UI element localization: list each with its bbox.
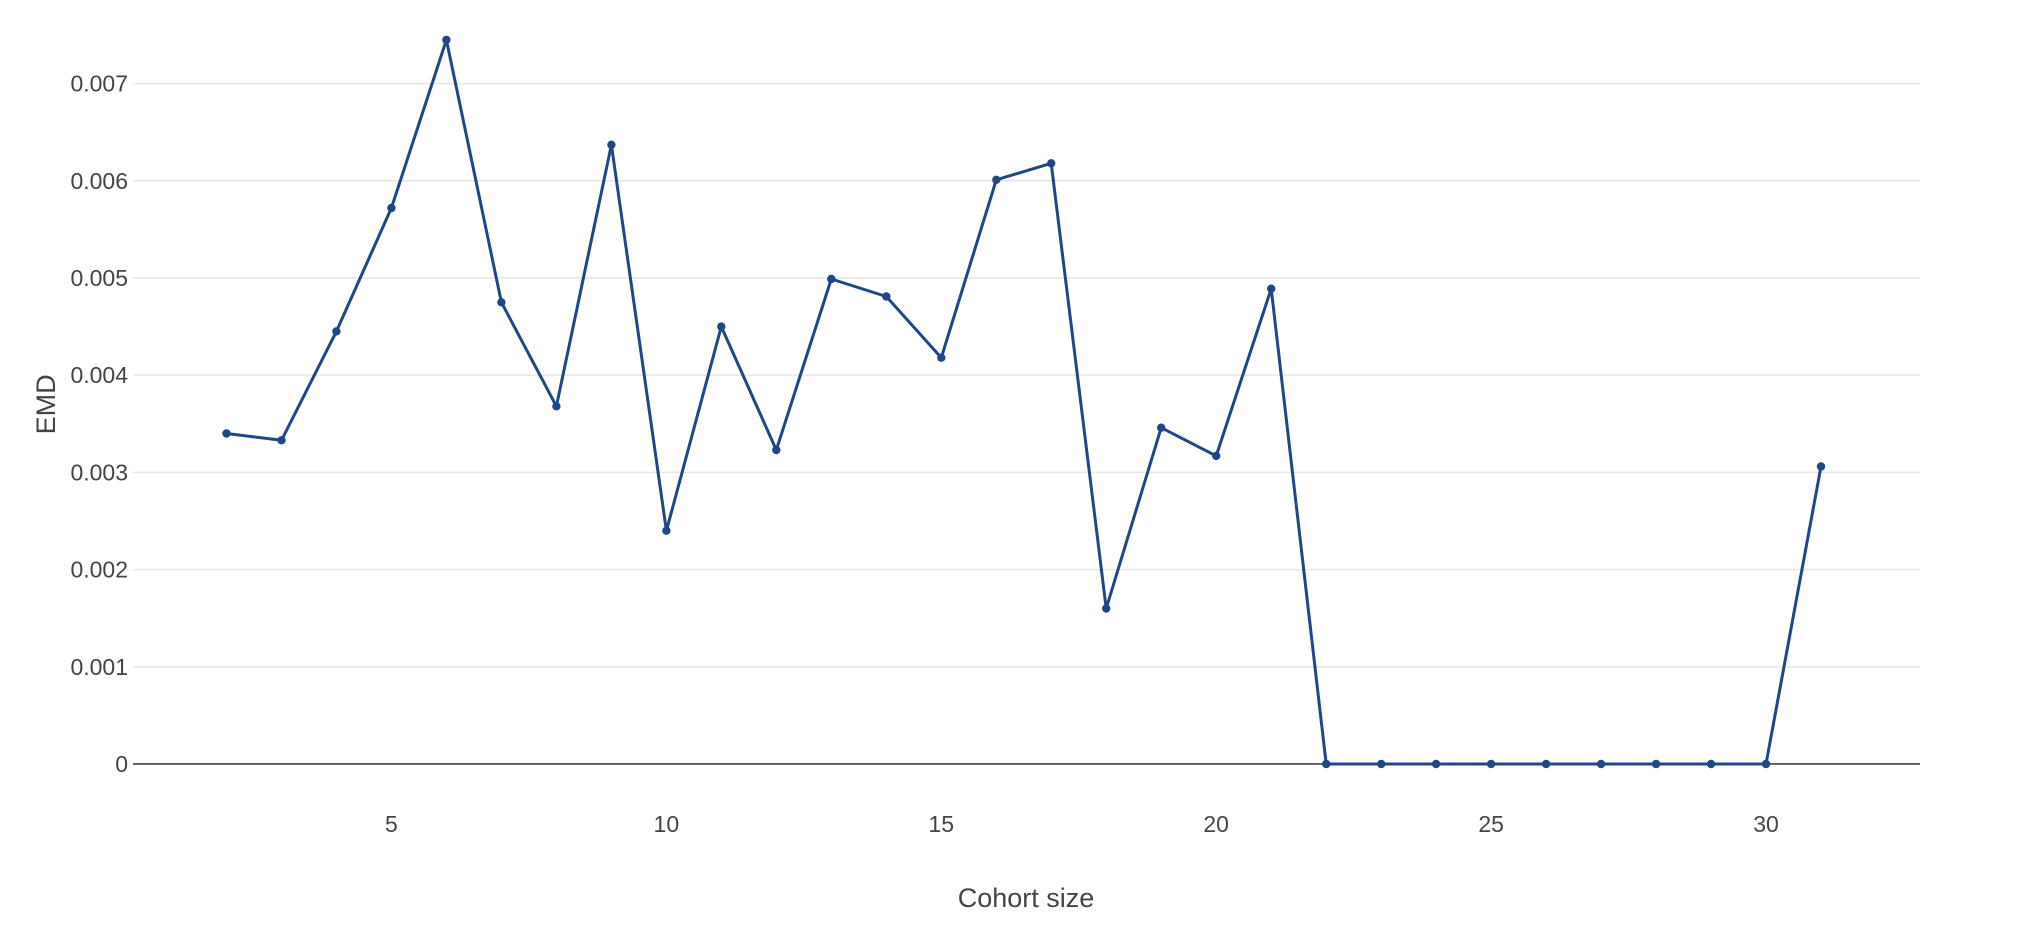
data-point[interactable] <box>1267 284 1276 293</box>
data-point[interactable] <box>662 526 671 535</box>
data-point[interactable] <box>442 35 451 45</box>
x-axis-title: Cohort size <box>958 883 1095 913</box>
data-point[interactable] <box>717 322 726 331</box>
data-point[interactable] <box>497 298 506 307</box>
data-point[interactable] <box>552 402 561 411</box>
series-line <box>225 38 1823 766</box>
data-point[interactable] <box>1212 451 1221 461</box>
data-point[interactable] <box>1596 759 1606 769</box>
data-point[interactable] <box>992 175 1001 184</box>
x-tick-label: 25 <box>1478 811 1504 837</box>
y-axis-title: EMD <box>31 374 61 434</box>
data-point[interactable] <box>1761 759 1771 769</box>
data-point[interactable] <box>387 203 396 213</box>
data-point[interactable] <box>1431 759 1441 769</box>
data-point[interactable] <box>1157 423 1166 432</box>
y-tick-label: 0.005 <box>70 265 128 291</box>
y-tick-label: 0.002 <box>70 557 128 583</box>
y-tick-label: 0.003 <box>70 459 128 485</box>
x-tick-label: 10 <box>654 811 680 837</box>
y-tick-label: 0.001 <box>70 654 128 680</box>
y-tick-label: 0.004 <box>70 362 128 388</box>
data-point[interactable] <box>222 429 231 438</box>
series-group <box>222 35 1826 769</box>
data-point[interactable] <box>1486 759 1496 769</box>
data-point[interactable] <box>1102 604 1111 613</box>
data-point[interactable] <box>607 140 616 149</box>
data-point[interactable] <box>827 274 836 284</box>
y-tick-label: 0.006 <box>70 168 128 194</box>
x-axis-ticks: 5 10 15 20 25 30 <box>385 811 1779 837</box>
x-tick-label: 20 <box>1203 811 1229 837</box>
data-point[interactable] <box>332 327 341 336</box>
data-point[interactable] <box>1047 159 1056 168</box>
y-tick-label: 0.007 <box>70 71 128 97</box>
y-tick-label: 0 <box>115 751 128 777</box>
data-point[interactable] <box>1651 759 1661 769</box>
data-point[interactable] <box>277 436 286 445</box>
grid-lines <box>133 82 1920 765</box>
data-point[interactable] <box>772 445 781 455</box>
x-tick-label: 15 <box>928 811 954 837</box>
data-point[interactable] <box>882 292 891 301</box>
data-point[interactable] <box>937 353 946 362</box>
data-point[interactable] <box>1322 759 1331 769</box>
data-point[interactable] <box>1541 759 1551 769</box>
y-axis-ticks: 0 0.001 0.002 0.003 0.004 0.005 0.006 0.007 <box>70 71 128 777</box>
data-point[interactable] <box>1377 759 1386 769</box>
x-tick-label: 5 <box>385 811 398 837</box>
data-point[interactable] <box>1816 462 1826 471</box>
data-point[interactable] <box>1706 759 1716 769</box>
x-tick-label: 30 <box>1753 811 1779 837</box>
